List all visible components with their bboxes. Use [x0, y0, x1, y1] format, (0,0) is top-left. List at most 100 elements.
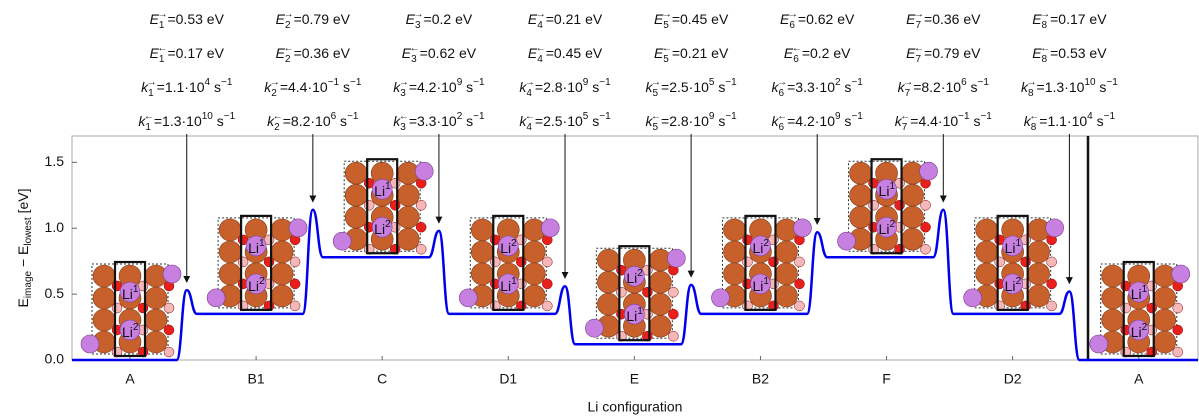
direction: →: [270, 77, 280, 88]
atom: [1027, 262, 1050, 286]
atom: [1172, 302, 1183, 314]
li-index: 2: [889, 219, 895, 230]
y-tick-label: 0.5: [45, 285, 65, 301]
li-index: 1: [763, 276, 769, 287]
direction: ←: [399, 111, 409, 122]
atom: [668, 286, 679, 298]
atom: [396, 205, 420, 229]
atom: [263, 256, 275, 268]
atom: [237, 256, 249, 268]
symbol: E: [780, 11, 790, 27]
barrier-annotation: E1←=0.17 eV: [150, 43, 225, 65]
li-channel: [239, 214, 273, 311]
exponent: 9: [457, 77, 463, 88]
direction: ←: [284, 43, 294, 54]
li-index: 2: [511, 238, 517, 249]
y-axis-label-part: E: [15, 298, 31, 307]
li-atom: [876, 178, 897, 200]
value: =0.45 eV: [672, 11, 729, 27]
li-index: 1: [1142, 284, 1148, 295]
direction: ←: [144, 111, 154, 122]
value: =0.79 eV: [924, 45, 981, 61]
atom: [92, 286, 116, 310]
atom: [775, 240, 798, 264]
unit-exponent: −1: [851, 77, 863, 88]
symbol: E: [150, 11, 160, 27]
li-label: Li1: [500, 276, 517, 294]
atom: [389, 199, 401, 211]
li-label: Li1: [374, 181, 391, 199]
li-label: Li1: [248, 238, 265, 256]
li-label: Li2: [879, 219, 896, 237]
atom: [396, 183, 420, 207]
atom: [837, 231, 856, 251]
value: =0.45 eV: [546, 45, 603, 61]
index: 7: [902, 122, 908, 133]
atom: [490, 256, 501, 268]
index: 2: [285, 54, 291, 65]
index: 6: [779, 88, 785, 99]
li-channel: [113, 260, 147, 358]
unit: s: [714, 79, 725, 95]
li-atom: [245, 273, 267, 295]
atom: [396, 227, 420, 251]
unit-exponent: −1: [1106, 77, 1118, 88]
li-symbol: Li: [122, 324, 133, 340]
li-index: 2: [637, 268, 643, 279]
unit-exponent: −1: [851, 111, 863, 122]
atom: [711, 288, 730, 308]
atom: [163, 346, 175, 358]
barrier-annotation: E8←=0.53 eV: [1032, 43, 1107, 65]
value: =4.2·10: [787, 113, 835, 129]
atom: [775, 262, 798, 286]
barrier-annotation: k4→=2.8·109 s−1: [519, 77, 611, 99]
li-symbol: Li: [879, 183, 890, 199]
li-index: 2: [1016, 276, 1022, 287]
symbol: k: [1021, 79, 1029, 95]
unit-exponent: −1: [980, 111, 992, 122]
li-index: 1: [511, 276, 517, 287]
value: =3.3·10: [409, 113, 457, 129]
li-label: Li2: [500, 238, 517, 256]
atom: [92, 264, 116, 288]
li-symbol: Li: [1131, 286, 1142, 302]
index: 8: [1031, 122, 1037, 133]
li-channel: [366, 158, 399, 255]
x-tick-label: A: [125, 371, 135, 387]
exponent: 10: [202, 111, 214, 122]
unit: s: [462, 79, 473, 95]
barrier-annotation: E6←=0.2 eV: [784, 43, 851, 65]
atom: [163, 324, 175, 336]
li-index: 1: [259, 238, 265, 249]
index: 6: [779, 122, 785, 133]
value: =3.3·10: [787, 79, 835, 95]
atom: [470, 240, 494, 264]
li-label: Li1: [1131, 284, 1148, 302]
li-channel: [618, 245, 651, 342]
atom: [270, 284, 294, 308]
li-label: Li2: [1005, 276, 1022, 294]
li-label: Li2: [122, 322, 139, 340]
direction: ←: [1040, 43, 1050, 54]
value: =2.5·10: [535, 113, 583, 129]
direction: →: [662, 9, 672, 20]
plot-frame: [71, 135, 1199, 361]
barrier-annotation: k7→=8.2·106 s−1: [898, 77, 990, 99]
atom: [1027, 240, 1050, 264]
index: 6: [793, 54, 799, 65]
index: 2: [271, 88, 277, 99]
index: 7: [915, 20, 921, 31]
li-atom: [497, 235, 519, 257]
atom: [649, 270, 672, 294]
exponent: 9: [583, 77, 589, 88]
unit: s: [339, 79, 350, 95]
li-atom: [371, 178, 393, 200]
atom: [540, 218, 560, 238]
value: =0.2 eV: [802, 45, 851, 61]
symbol: k: [141, 79, 149, 95]
barrier-annotation: E6→=0.62 eV: [780, 9, 855, 31]
direction: →: [777, 77, 787, 88]
